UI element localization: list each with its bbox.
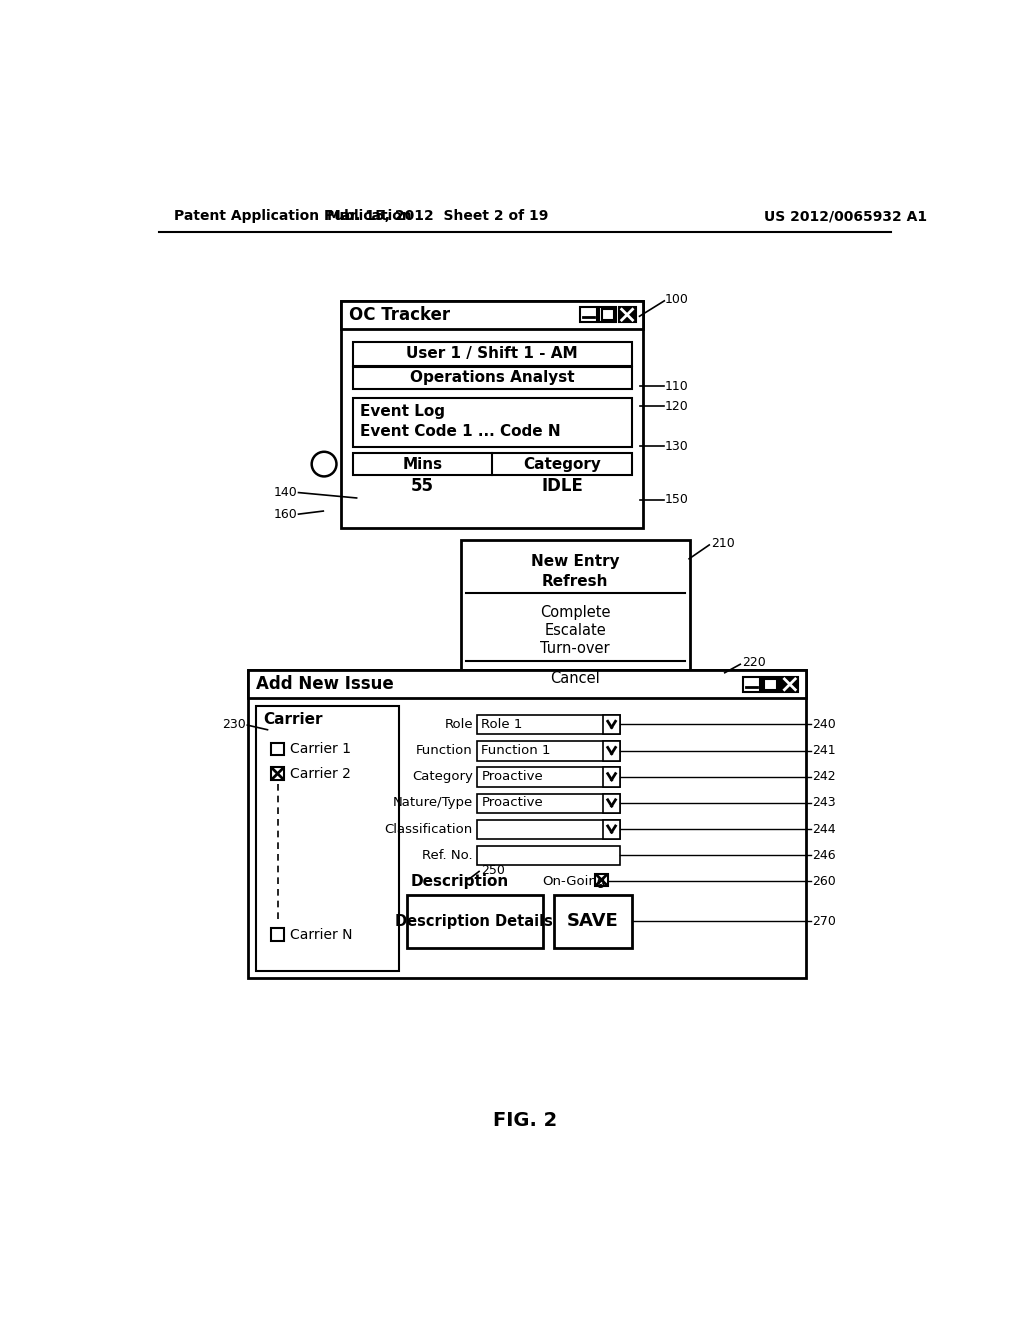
Bar <box>341 301 643 329</box>
Bar <box>764 678 776 689</box>
Text: 110: 110 <box>665 380 689 393</box>
Bar <box>603 742 621 760</box>
Bar <box>271 928 284 941</box>
Bar <box>407 895 543 948</box>
Text: 130: 130 <box>665 440 689 453</box>
Bar <box>248 671 806 978</box>
Text: SAVE: SAVE <box>567 912 618 931</box>
Bar <box>599 308 616 322</box>
Bar <box>248 671 806 698</box>
Text: Function: Function <box>416 744 473 758</box>
Text: 270: 270 <box>812 915 837 928</box>
Bar <box>256 706 399 970</box>
Text: 246: 246 <box>812 849 836 862</box>
Text: Role: Role <box>444 718 473 731</box>
Text: Proactive: Proactive <box>481 770 543 783</box>
Text: Description: Description <box>411 874 509 888</box>
Bar <box>477 715 621 734</box>
Bar <box>352 397 632 447</box>
Text: Complete: Complete <box>540 605 610 620</box>
Text: Carrier 1: Carrier 1 <box>290 742 351 756</box>
Bar <box>603 767 621 787</box>
Bar <box>271 743 284 755</box>
Text: 250: 250 <box>480 865 505 878</box>
Bar <box>603 820 621 840</box>
Text: Description Details: Description Details <box>395 913 553 929</box>
Text: Escalate: Escalate <box>545 623 606 638</box>
Bar <box>477 767 621 787</box>
Text: OC Tracker: OC Tracker <box>349 306 450 323</box>
Text: 243: 243 <box>812 796 836 809</box>
Text: US 2012/0065932 A1: US 2012/0065932 A1 <box>764 209 927 223</box>
Bar <box>595 874 607 886</box>
Text: Mar. 15, 2012  Sheet 2 of 19: Mar. 15, 2012 Sheet 2 of 19 <box>328 209 549 223</box>
Text: 240: 240 <box>812 718 836 731</box>
Text: Add New Issue: Add New Issue <box>256 676 393 693</box>
Text: 241: 241 <box>812 744 836 758</box>
Text: 55: 55 <box>411 478 434 495</box>
Text: Event Code 1 ... Code N: Event Code 1 ... Code N <box>360 424 561 440</box>
Text: Classification: Classification <box>385 822 473 836</box>
Text: Cancel: Cancel <box>550 671 600 685</box>
Bar <box>580 308 597 322</box>
Bar <box>618 308 636 322</box>
Text: IDLE: IDLE <box>541 478 583 495</box>
Text: Function 1: Function 1 <box>481 744 551 758</box>
Bar <box>742 677 760 692</box>
Bar <box>352 342 632 366</box>
Bar <box>352 367 632 388</box>
Text: Turn-over: Turn-over <box>541 640 610 656</box>
Text: 210: 210 <box>711 537 734 550</box>
Text: Role 1: Role 1 <box>481 718 523 731</box>
Bar <box>762 677 779 692</box>
Text: 160: 160 <box>273 508 297 521</box>
Text: Carrier: Carrier <box>263 713 324 727</box>
Text: 120: 120 <box>665 400 689 413</box>
Text: Mins: Mins <box>402 457 442 471</box>
Text: Refresh: Refresh <box>542 574 608 590</box>
Text: On-Going: On-Going <box>543 875 606 888</box>
Bar <box>461 540 690 697</box>
Bar <box>352 453 632 475</box>
Bar <box>341 301 643 528</box>
Text: Patent Application Publication: Patent Application Publication <box>174 209 413 223</box>
Text: Event Log: Event Log <box>360 404 445 420</box>
Text: Category: Category <box>412 770 473 783</box>
Bar <box>271 767 284 780</box>
Text: Category: Category <box>523 457 601 471</box>
Text: FIG. 2: FIG. 2 <box>493 1111 557 1130</box>
Text: New Entry: New Entry <box>530 553 620 569</box>
Text: Operations Analyst: Operations Analyst <box>410 371 574 385</box>
Text: 244: 244 <box>812 822 836 836</box>
Text: Carrier 2: Carrier 2 <box>290 767 351 780</box>
Text: Ref. No.: Ref. No. <box>422 849 473 862</box>
Bar <box>477 820 621 840</box>
Text: 140: 140 <box>273 486 297 499</box>
Bar <box>477 793 621 813</box>
Bar <box>603 715 621 734</box>
Text: 100: 100 <box>665 293 689 306</box>
Bar <box>554 895 632 948</box>
Bar <box>603 793 621 813</box>
Text: 242: 242 <box>812 770 836 783</box>
Bar <box>781 677 799 692</box>
Text: 150: 150 <box>665 492 689 506</box>
Text: 220: 220 <box>741 656 766 669</box>
Bar <box>477 742 621 760</box>
Text: Proactive: Proactive <box>481 796 543 809</box>
Text: Carrier N: Carrier N <box>290 928 352 941</box>
Text: 230: 230 <box>222 718 246 731</box>
Bar <box>601 309 614 321</box>
Text: Nature/Type: Nature/Type <box>392 796 473 809</box>
Text: User 1 / Shift 1 - AM: User 1 / Shift 1 - AM <box>407 346 579 362</box>
Text: 260: 260 <box>812 875 836 888</box>
Bar <box>477 846 621 866</box>
